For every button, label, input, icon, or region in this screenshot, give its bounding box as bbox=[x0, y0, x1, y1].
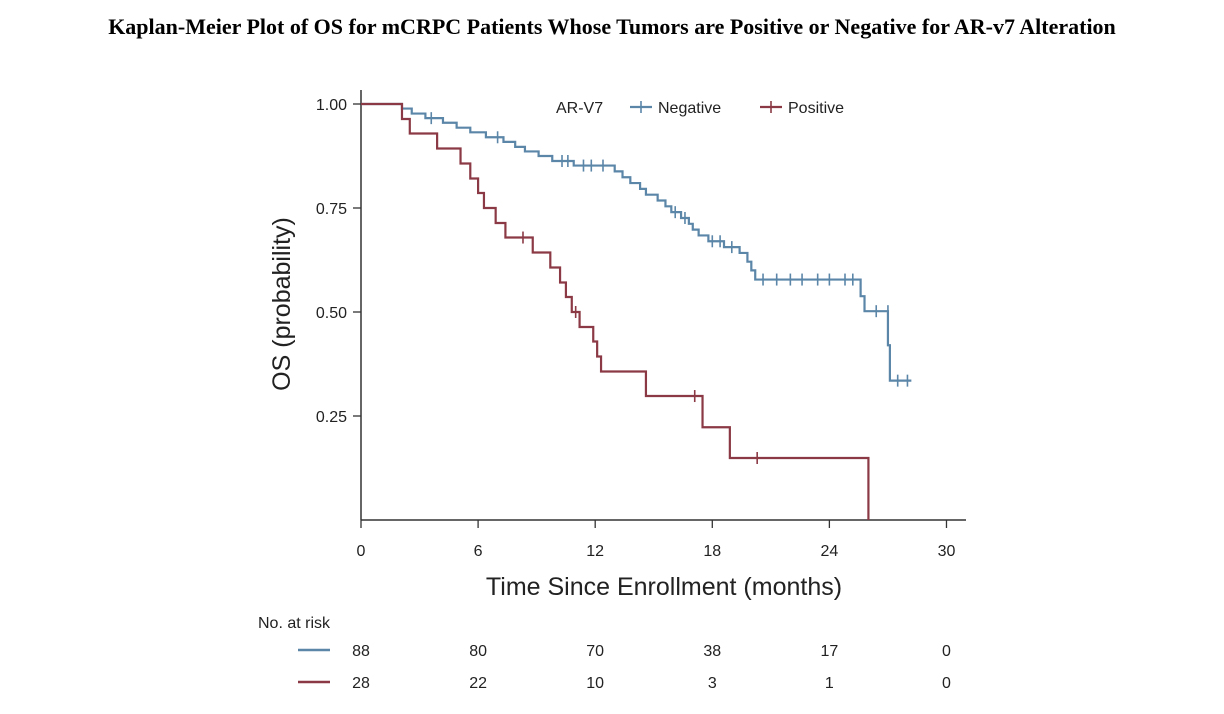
risk-count: 28 bbox=[352, 675, 370, 692]
risk-count: 0 bbox=[942, 675, 951, 692]
legend-entry: Positive bbox=[788, 100, 844, 117]
x-axis-label: Time Since Enrollment (months) bbox=[486, 573, 842, 601]
chart-title: Kaplan-Meier Plot of OS for mCRPC Patien… bbox=[108, 14, 1116, 39]
risk-count: 3 bbox=[708, 675, 717, 692]
x-tick-label: 18 bbox=[703, 543, 721, 560]
km-curve-negative bbox=[361, 102, 912, 382]
risk-count: 22 bbox=[469, 675, 487, 692]
x-tick-label: 0 bbox=[357, 543, 366, 560]
y-tick-label: 0.75 bbox=[316, 201, 347, 218]
risk-count: 1 bbox=[825, 675, 834, 692]
risk-count: 80 bbox=[469, 643, 487, 660]
x-tick-label: 6 bbox=[474, 543, 483, 560]
legend: AR-V7 Negative Positive bbox=[556, 100, 844, 117]
risk-count: 88 bbox=[352, 643, 370, 660]
x-tick-label: 30 bbox=[938, 543, 956, 560]
x-tick-label: 12 bbox=[586, 543, 604, 560]
risk-count: 0 bbox=[942, 643, 951, 660]
x-tick-label: 24 bbox=[820, 543, 838, 560]
y-tick-label: 1.00 bbox=[316, 97, 347, 114]
y-axis-label: OS (probability) bbox=[268, 217, 296, 391]
legend-entry: Negative bbox=[658, 100, 721, 117]
risk-table-label: No. at risk bbox=[258, 615, 331, 632]
risk-count: 70 bbox=[586, 643, 604, 660]
axes: 0.25 0.50 0.75 1.00 0 6 12 18 24 30 Time Since Enr… bbox=[268, 90, 966, 601]
risk-count: 17 bbox=[820, 643, 838, 660]
curves bbox=[361, 102, 912, 520]
risk-count: 38 bbox=[703, 643, 721, 660]
legend-title: AR-V7 bbox=[556, 100, 603, 117]
km-curve-positive bbox=[361, 102, 870, 520]
risk-count: 10 bbox=[586, 675, 604, 692]
y-tick-label: 0.50 bbox=[316, 305, 347, 322]
y-tick-label: 0.25 bbox=[316, 409, 347, 426]
